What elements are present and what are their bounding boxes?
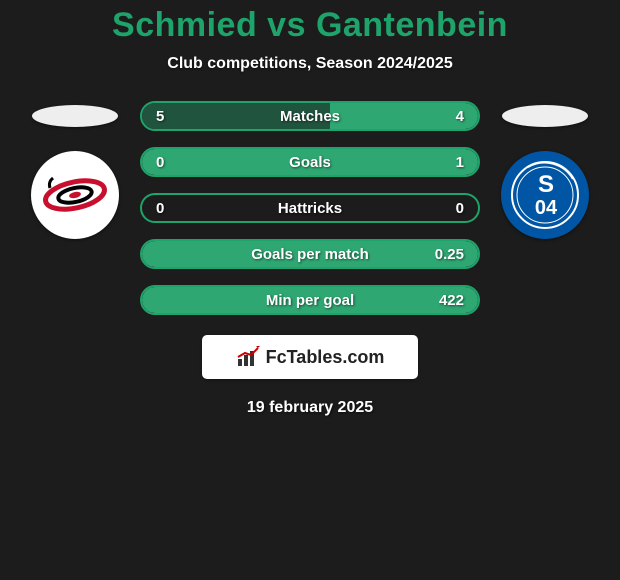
stat-label: Goals — [289, 154, 331, 171]
stat-value-right: 0 — [456, 200, 464, 217]
schalke-logo-icon: S 04 — [508, 158, 582, 232]
stat-value-right: 1 — [456, 154, 464, 171]
svg-text:S: S — [538, 171, 554, 198]
stat-value-left: 0 — [156, 200, 164, 217]
comparison-card: Schmied vs Gantenbein Club competitions,… — [0, 0, 620, 417]
stats-column: 5 Matches 4 0 Goals 1 0 Hattricks 0 Goals per mat… — [135, 101, 485, 417]
stat-label: Min per goal — [266, 292, 354, 309]
brand-text: FcTables.com — [266, 347, 385, 368]
hurricane-logo-icon — [40, 160, 110, 230]
right-flag-icon — [502, 105, 588, 127]
date-text: 19 february 2025 — [247, 399, 373, 417]
stat-value-right: 422 — [439, 292, 464, 309]
brand-box[interactable]: FcTables.com — [202, 335, 418, 379]
stat-value-right: 4 — [456, 108, 464, 125]
stat-bar: 0 Hattricks 0 — [140, 193, 480, 223]
page-title: Schmied vs Gantenbein — [112, 6, 508, 45]
stat-label: Matches — [280, 108, 340, 125]
left-player-column — [15, 101, 135, 239]
stat-value-right: 0.25 — [435, 246, 464, 263]
stat-label: Hattricks — [278, 200, 342, 217]
svg-text:04: 04 — [535, 197, 558, 219]
subtitle: Club competitions, Season 2024/2025 — [167, 55, 452, 73]
stat-bar: 5 Matches 4 — [140, 101, 480, 131]
right-player-column: S 04 — [485, 101, 605, 239]
left-flag-icon — [32, 105, 118, 127]
stat-bar: 0 Goals 1 — [140, 147, 480, 177]
layout-row: 5 Matches 4 0 Goals 1 0 Hattricks 0 Goals per mat… — [0, 101, 620, 417]
stat-label: Goals per match — [251, 246, 369, 263]
right-club-logo: S 04 — [501, 151, 589, 239]
stat-bar: Goals per match 0.25 — [140, 239, 480, 269]
chart-icon — [236, 346, 262, 368]
stat-bar: Min per goal 422 — [140, 285, 480, 315]
stat-value-left: 5 — [156, 108, 164, 125]
stat-value-left: 0 — [156, 154, 164, 171]
left-club-logo — [31, 151, 119, 239]
